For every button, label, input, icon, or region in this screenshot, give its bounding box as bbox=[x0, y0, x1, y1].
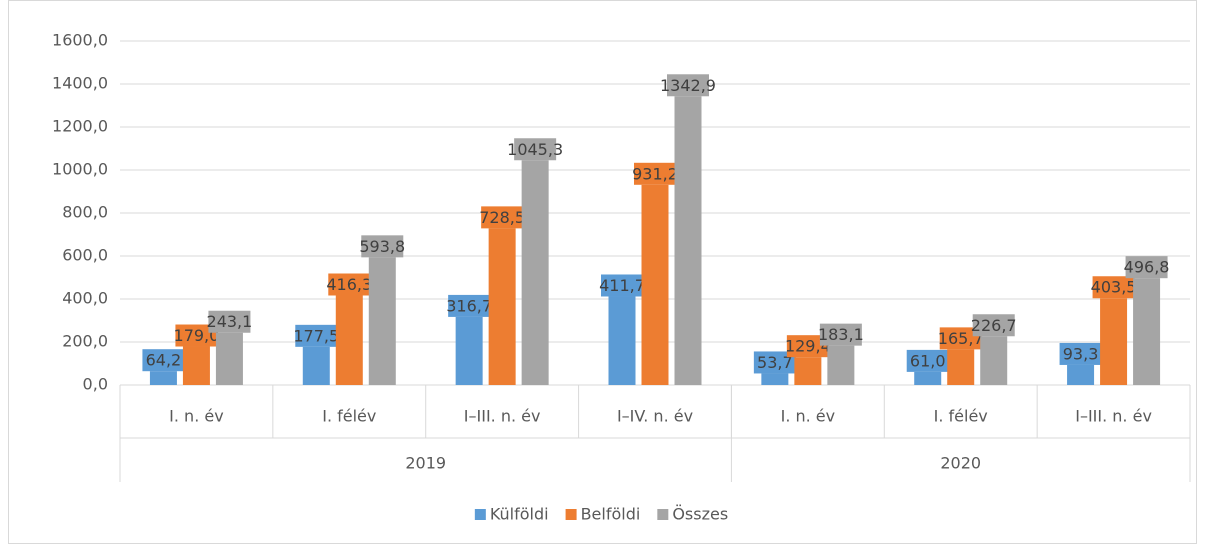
y-tick-label: 600,0 bbox=[62, 246, 108, 265]
bar bbox=[215, 332, 243, 385]
data-label: 165,7 bbox=[938, 329, 984, 348]
data-label-box bbox=[972, 314, 1015, 337]
x-tick-label: I–IV. n. év bbox=[617, 407, 693, 426]
legend-swatch bbox=[565, 509, 577, 520]
data-label: 1342,9 bbox=[660, 76, 716, 95]
data-label: 496,8 bbox=[1124, 258, 1170, 277]
data-label-box bbox=[939, 327, 982, 350]
chart-border bbox=[8, 0, 1197, 544]
y-tick-label: 800,0 bbox=[62, 203, 108, 222]
data-label: 183,1 bbox=[818, 325, 864, 344]
data-label-box bbox=[1125, 256, 1168, 279]
data-label: 64,2 bbox=[146, 351, 182, 370]
data-label-box bbox=[328, 273, 371, 296]
bar bbox=[608, 296, 636, 385]
bar bbox=[302, 346, 330, 385]
data-label: 403,5 bbox=[1091, 278, 1137, 297]
data-label-box bbox=[601, 274, 643, 297]
y-tick-label: 0,0 bbox=[83, 375, 108, 394]
data-label-box bbox=[295, 324, 338, 347]
data-label: 316,7 bbox=[446, 296, 492, 315]
data-label-box bbox=[481, 206, 524, 229]
bar bbox=[521, 160, 549, 385]
data-label-box bbox=[1092, 276, 1135, 299]
bar bbox=[149, 371, 177, 385]
data-label-box bbox=[634, 162, 676, 185]
data-label: 179,0 bbox=[174, 326, 220, 345]
data-label-box bbox=[1059, 342, 1102, 365]
legend-label: Belföldi bbox=[581, 505, 641, 524]
data-label: 411,7 bbox=[599, 276, 645, 295]
group-label: 2019 bbox=[405, 454, 446, 473]
data-label-box bbox=[448, 294, 491, 317]
bar bbox=[335, 295, 363, 385]
data-label: 416,3 bbox=[326, 275, 372, 294]
data-label: 61,0 bbox=[910, 351, 946, 370]
data-label-box bbox=[175, 324, 218, 347]
x-tick-label: I. n. év bbox=[169, 407, 224, 426]
data-label: 177,5 bbox=[293, 326, 339, 345]
bar bbox=[455, 316, 483, 385]
bar bbox=[1100, 298, 1128, 385]
legend-swatch bbox=[474, 509, 486, 520]
y-tick-label: 1600,0 bbox=[52, 31, 108, 50]
group-label: 2020 bbox=[940, 454, 981, 473]
bar bbox=[674, 96, 702, 386]
data-label: 728,5 bbox=[479, 208, 525, 227]
bar bbox=[368, 257, 396, 385]
bar bbox=[488, 228, 516, 385]
data-label-box bbox=[142, 349, 185, 372]
data-label-box bbox=[514, 138, 557, 161]
bar bbox=[980, 336, 1008, 385]
y-tick-label: 1200,0 bbox=[52, 117, 108, 136]
bar bbox=[1133, 278, 1161, 385]
bar bbox=[1067, 364, 1095, 385]
legend-label: Összes bbox=[672, 505, 728, 524]
data-label: 226,7 bbox=[971, 316, 1017, 335]
data-label-box bbox=[361, 235, 404, 258]
data-label-box bbox=[786, 335, 829, 358]
x-tick-label: I–III. n. év bbox=[464, 407, 541, 426]
legend-label: Külföldi bbox=[490, 505, 549, 524]
data-label-box bbox=[906, 349, 949, 372]
bar bbox=[794, 357, 822, 385]
data-label-box bbox=[819, 323, 862, 346]
data-label: 931,2 bbox=[632, 164, 678, 183]
data-label: 93,3 bbox=[1063, 344, 1099, 363]
bar bbox=[827, 345, 855, 385]
x-tick-label: I. félév bbox=[322, 407, 376, 426]
legend-swatch bbox=[657, 509, 669, 520]
data-label: 593,8 bbox=[359, 237, 405, 256]
y-tick-label: 400,0 bbox=[62, 289, 108, 308]
data-label-box bbox=[667, 74, 709, 97]
bar bbox=[761, 373, 789, 385]
x-tick-label: I. félév bbox=[934, 407, 988, 426]
data-label: 129,4 bbox=[785, 337, 831, 356]
data-label-box bbox=[753, 351, 796, 374]
y-tick-label: 1400,0 bbox=[52, 74, 108, 93]
y-tick-label: 1000,0 bbox=[52, 160, 108, 179]
data-label-box bbox=[208, 310, 251, 333]
data-label: 1045,3 bbox=[507, 140, 563, 159]
data-label: 53,7 bbox=[757, 353, 793, 372]
x-tick-label: I. n. év bbox=[781, 407, 836, 426]
bar bbox=[182, 346, 210, 385]
bar bbox=[947, 349, 975, 385]
y-tick-label: 200,0 bbox=[62, 332, 108, 351]
bar bbox=[914, 371, 942, 385]
bar bbox=[641, 184, 669, 385]
data-label: 243,1 bbox=[207, 312, 253, 331]
x-tick-label: I–III. n. év bbox=[1075, 407, 1152, 426]
